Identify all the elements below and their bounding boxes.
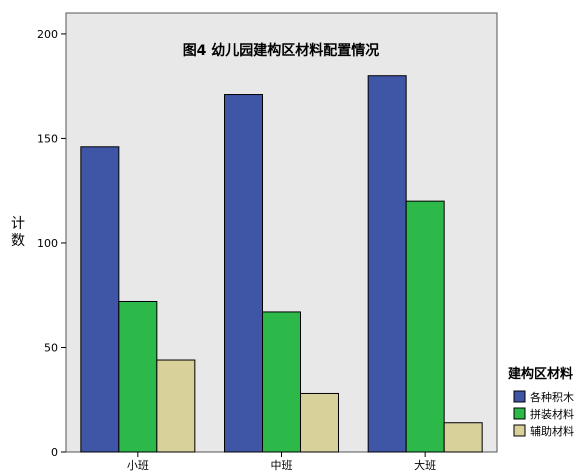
bar — [80, 146, 120, 453]
bar — [367, 75, 407, 453]
legend-label: 拼装材料 — [530, 407, 574, 421]
y-tick-label: 0 — [51, 446, 58, 459]
legend-swatch — [513, 407, 526, 420]
bar — [443, 422, 483, 453]
y-tick-label: 200 — [37, 28, 58, 41]
y-axis-label-char-1: 计 — [11, 216, 25, 232]
x-tick-label: 大班 — [414, 458, 436, 472]
bars-group — [80, 75, 483, 453]
chart-title: 图4 幼儿园建构区材料配置情况 — [183, 42, 380, 59]
legend-label: 辅助材料 — [530, 424, 574, 438]
bar — [156, 359, 196, 453]
legend-swatch — [513, 424, 526, 437]
bar — [118, 300, 158, 453]
y-tick-label: 50 — [44, 341, 58, 354]
y-tick-label: 150 — [37, 132, 58, 145]
legend-title: 建构区材料 — [508, 366, 573, 382]
legend-label: 各种积木 — [530, 390, 574, 404]
bar — [405, 200, 445, 453]
y-axis: 0 50 100 150 200 — [37, 28, 66, 459]
x-tick-label: 中班 — [271, 459, 293, 472]
bar — [262, 311, 301, 453]
bar — [300, 392, 339, 453]
bar — [224, 94, 263, 453]
y-axis-label-char-2: 数 — [11, 233, 25, 249]
y-tick-label: 100 — [37, 237, 58, 250]
legend-swatch — [513, 390, 526, 403]
x-tick-label: 小班 — [127, 459, 149, 472]
x-axis: 小班 中班 大班 — [127, 452, 436, 472]
